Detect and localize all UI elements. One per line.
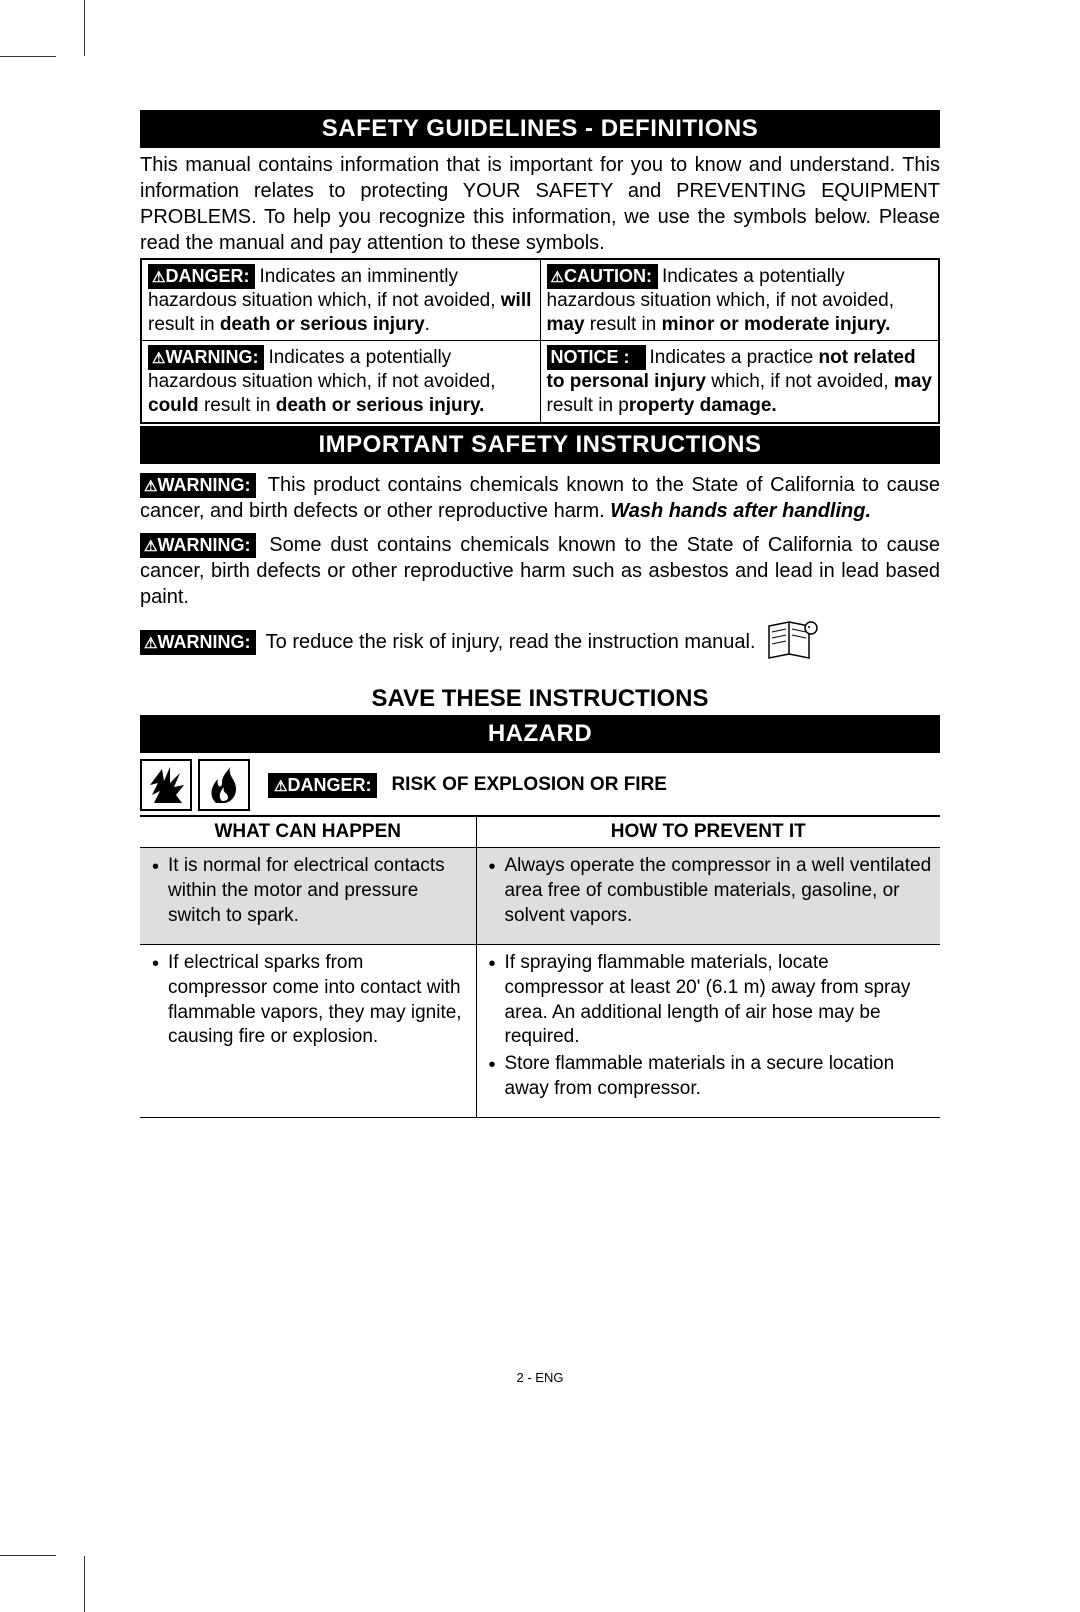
explosion-icon <box>140 759 192 811</box>
definitions-table: ⚠DANGER:Indicates an imminently hazardou… <box>140 258 940 424</box>
warning-triangle-icon: ⚠ <box>551 269 564 288</box>
crop-mark <box>84 0 85 56</box>
warning-label: ⚠WARNING: <box>140 473 256 498</box>
crop-mark <box>84 1556 85 1612</box>
danger-label: ⚠DANGER: <box>148 264 255 289</box>
hazard-icons-row: ⚠DANGER: RISK OF EXPLOSION OR FIRE <box>140 759 940 811</box>
manual-icon <box>767 618 821 667</box>
warning-triangle-icon: ⚠ <box>144 537 157 557</box>
fire-icon <box>198 759 250 811</box>
danger-label: ⚠DANGER: <box>268 773 377 798</box>
notice-label: NOTICE : <box>547 345 646 370</box>
caution-label: ⚠CAUTION: <box>547 264 658 289</box>
warning-label: ⚠WARNING: <box>148 345 264 370</box>
hazard-row: If electrical sparks from compressor com… <box>140 945 940 1118</box>
crop-mark <box>0 56 56 57</box>
hazard-item: If spraying flammable materials, locate … <box>485 951 933 1050</box>
hazard-row: It is normal for electrical contacts wit… <box>140 848 940 945</box>
warning-triangle-icon: ⚠ <box>274 777 287 795</box>
hazard-item: It is normal for electrical contacts wit… <box>148 854 468 928</box>
hazard-item: Store flammable materials in a secure lo… <box>485 1052 933 1101</box>
page-content: SAFETY GUIDELINES - DEFINITIONS This man… <box>140 110 940 1118</box>
warning-triangle-icon: ⚠ <box>152 350 165 369</box>
warning-paragraph-3: ⚠WARNING: To reduce the risk of injury, … <box>140 618 940 667</box>
hazard-table: WHAT CAN HAPPEN HOW TO PREVENT IT It is … <box>140 815 940 1118</box>
hazard-col-what: WHAT CAN HAPPEN <box>140 816 476 848</box>
intro-paragraph: This manual contains information that is… <box>140 152 940 256</box>
header-hazard: HAZARD <box>140 715 940 753</box>
warning-paragraph-1: ⚠WARNING: This product contains chemical… <box>140 472 940 524</box>
warning-paragraph-2: ⚠WARNING: Some dust contains chemicals k… <box>140 532 940 610</box>
hazard-col-prevent: HOW TO PREVENT IT <box>476 816 940 848</box>
header-instructions: IMPORTANT SAFETY INSTRUCTIONS <box>140 426 940 464</box>
def-notice-cell: NOTICE :Indicates a practice not related… <box>540 341 939 423</box>
warning-triangle-icon: ⚠ <box>152 269 165 288</box>
def-warning-cell: ⚠WARNING:Indicates a potentially hazardo… <box>141 341 540 423</box>
def-danger-cell: ⚠DANGER:Indicates an imminently hazardou… <box>141 259 540 341</box>
header-definitions: SAFETY GUIDELINES - DEFINITIONS <box>140 110 940 148</box>
def-caution-cell: ⚠CAUTION:Indicates a potentially hazardo… <box>540 259 939 341</box>
warning-label: ⚠WARNING: <box>140 630 256 655</box>
warning-triangle-icon: ⚠ <box>144 477 157 497</box>
hazard-item: Always operate the compressor in a well … <box>485 854 933 928</box>
risk-title: RISK OF EXPLOSION OR FIRE <box>391 774 667 796</box>
page-number: 2 - ENG <box>140 1370 940 1385</box>
warning-label: ⚠WARNING: <box>140 533 256 558</box>
hazard-item: If electrical sparks from compressor com… <box>148 951 468 1050</box>
crop-mark <box>0 1555 56 1556</box>
save-instructions-heading: SAVE THESE INSTRUCTIONS <box>140 685 940 713</box>
warning-triangle-icon: ⚠ <box>144 634 157 654</box>
